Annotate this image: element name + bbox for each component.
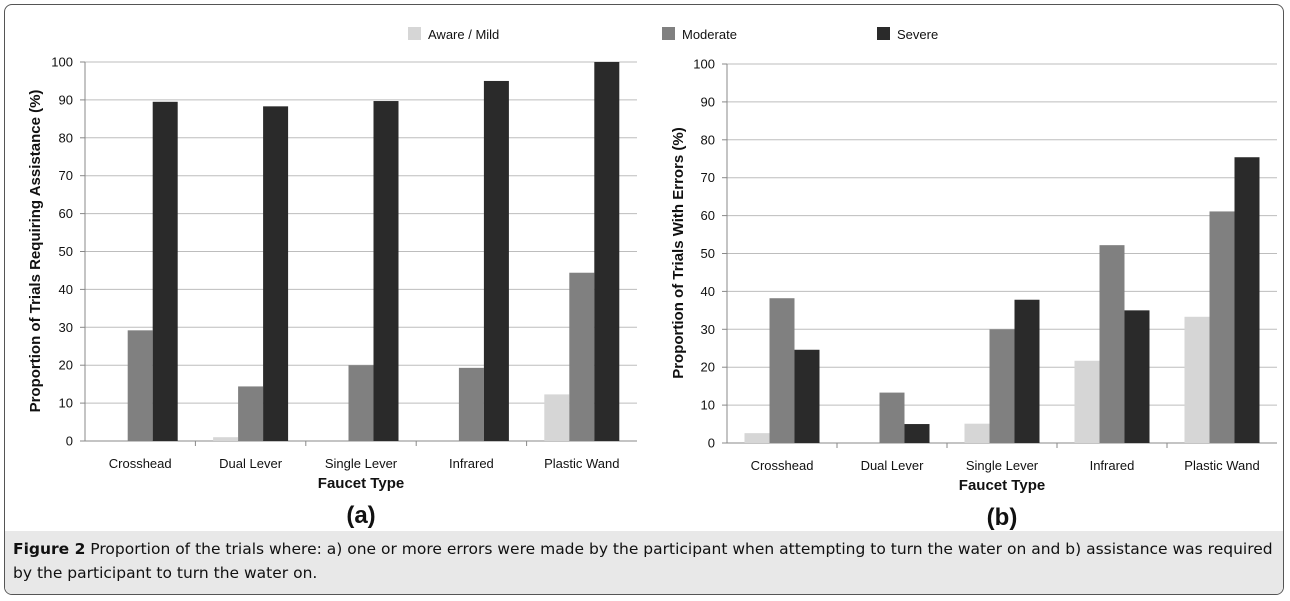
caption-background bbox=[5, 531, 1283, 594]
bar-single-lever-moderate bbox=[989, 329, 1015, 443]
y-tick-label: 40 bbox=[59, 282, 73, 297]
legend-swatch-aware-mild bbox=[408, 27, 421, 40]
y-axis-title: Proportion of Trials Requiring Assistanc… bbox=[27, 90, 44, 413]
y-tick-label: 90 bbox=[701, 94, 715, 109]
x-tick-label-plastic-wand: Plastic Wand bbox=[544, 456, 619, 471]
bar-dual-lever-moderate bbox=[879, 392, 905, 443]
legend-swatch-severe bbox=[877, 27, 890, 40]
bar-plastic-wand-aware-mild bbox=[1184, 316, 1210, 443]
y-tick-label: 90 bbox=[59, 92, 73, 107]
x-axis-title: Faucet Type bbox=[318, 475, 404, 492]
chart-panel-a: 0 10 20 30 40 50 60 70 80 90 100 Crosshead Dual Leve… bbox=[27, 55, 637, 529]
x-tick-label-single-lever: Single Lever bbox=[966, 458, 1039, 473]
bar-plastic-wand-severe bbox=[1234, 157, 1260, 443]
x-tick-label-crosshead: Crosshead bbox=[751, 458, 814, 473]
y-tick-label: 0 bbox=[66, 434, 73, 449]
bar-plastic-wand-aware-mild bbox=[544, 394, 570, 441]
y-tick-label: 60 bbox=[59, 206, 73, 221]
figure-caption: Figure 2 Proportion of the trials where:… bbox=[13, 537, 1275, 585]
legend-swatch-moderate bbox=[662, 27, 675, 40]
y-tick-label: 10 bbox=[701, 398, 715, 413]
bar-plastic-wand-moderate bbox=[569, 272, 595, 441]
panel-label: (b) bbox=[987, 504, 1018, 530]
x-tick-label-crosshead: Crosshead bbox=[109, 456, 172, 471]
bar-infrared-moderate bbox=[458, 367, 484, 441]
y-tick-label: 30 bbox=[59, 320, 73, 335]
legend-label-severe: Severe bbox=[897, 27, 938, 42]
y-tick-label: 0 bbox=[708, 436, 715, 451]
x-tick-label-dual-lever: Dual Lever bbox=[861, 458, 925, 473]
chart-panel-b: 0 10 20 30 40 50 60 70 80 90 100 Crosshead Dual Leve… bbox=[670, 57, 1277, 530]
y-tick-label: 100 bbox=[51, 55, 73, 70]
bar-infrared-moderate bbox=[1099, 245, 1125, 443]
legend-label-moderate: Moderate bbox=[682, 27, 737, 42]
x-tick-label-plastic-wand: Plastic Wand bbox=[1184, 458, 1259, 473]
bar-infrared-severe bbox=[483, 80, 509, 441]
bar-single-lever-severe bbox=[373, 101, 399, 442]
bar-infrared-aware-mild bbox=[1074, 360, 1100, 443]
bar-crosshead-moderate bbox=[769, 298, 795, 443]
bar-dual-lever-severe bbox=[904, 424, 930, 443]
y-tick-label: 20 bbox=[59, 358, 73, 373]
bar-crosshead-aware-mild bbox=[744, 433, 770, 443]
bar-crosshead-severe bbox=[794, 349, 820, 443]
y-tick-label: 40 bbox=[701, 284, 715, 299]
legend: Aware / Mild Moderate Severe bbox=[408, 27, 938, 42]
x-tick-label-single-lever: Single Lever bbox=[325, 456, 398, 471]
y-tick-label: 30 bbox=[701, 322, 715, 337]
y-tick-label: 50 bbox=[59, 244, 73, 259]
y-tick-label: 80 bbox=[59, 130, 73, 145]
bar-plastic-wand-severe bbox=[594, 62, 620, 441]
x-tick-label-infrared: Infrared bbox=[449, 456, 494, 471]
y-tick-label: 70 bbox=[59, 168, 73, 183]
bar-plastic-wand-moderate bbox=[1209, 211, 1235, 443]
y-tick-label: 100 bbox=[693, 57, 715, 72]
bar-crosshead-severe bbox=[152, 101, 178, 442]
panel-label: (a) bbox=[346, 502, 375, 529]
y-tick-label: 70 bbox=[701, 170, 715, 185]
bar-crosshead-moderate bbox=[127, 330, 153, 441]
x-tick-label-dual-lever: Dual Lever bbox=[219, 456, 283, 471]
figure-charts: Aware / Mild Moderate Severe 0 10 20 30 40 50 60… bbox=[27, 27, 1277, 530]
caption-label: Figure 2 bbox=[13, 540, 86, 558]
bar-infrared-severe bbox=[1124, 310, 1150, 443]
bar-single-lever-moderate bbox=[348, 365, 374, 441]
y-axis-title: Proportion of Trials With Errors (%) bbox=[670, 127, 687, 379]
bar-dual-lever-severe bbox=[263, 106, 289, 441]
x-tick-label-infrared: Infrared bbox=[1090, 458, 1135, 473]
x-axis-title: Faucet Type bbox=[959, 477, 1045, 494]
y-tick-label: 50 bbox=[701, 246, 715, 261]
y-tick-label: 10 bbox=[59, 396, 73, 411]
bar-dual-lever-moderate bbox=[238, 386, 264, 441]
bar-dual-lever-aware-mild bbox=[213, 437, 239, 441]
y-tick-label: 80 bbox=[701, 132, 715, 147]
y-tick-label: 20 bbox=[701, 360, 715, 375]
legend-label-aware-mild: Aware / Mild bbox=[428, 27, 499, 42]
bar-single-lever-aware-mild bbox=[964, 423, 990, 443]
caption-text: Proportion of the trials where: a) one o… bbox=[13, 540, 1273, 582]
bar-single-lever-severe bbox=[1014, 299, 1040, 443]
y-tick-label: 60 bbox=[701, 208, 715, 223]
figure-frame bbox=[4, 4, 1284, 595]
